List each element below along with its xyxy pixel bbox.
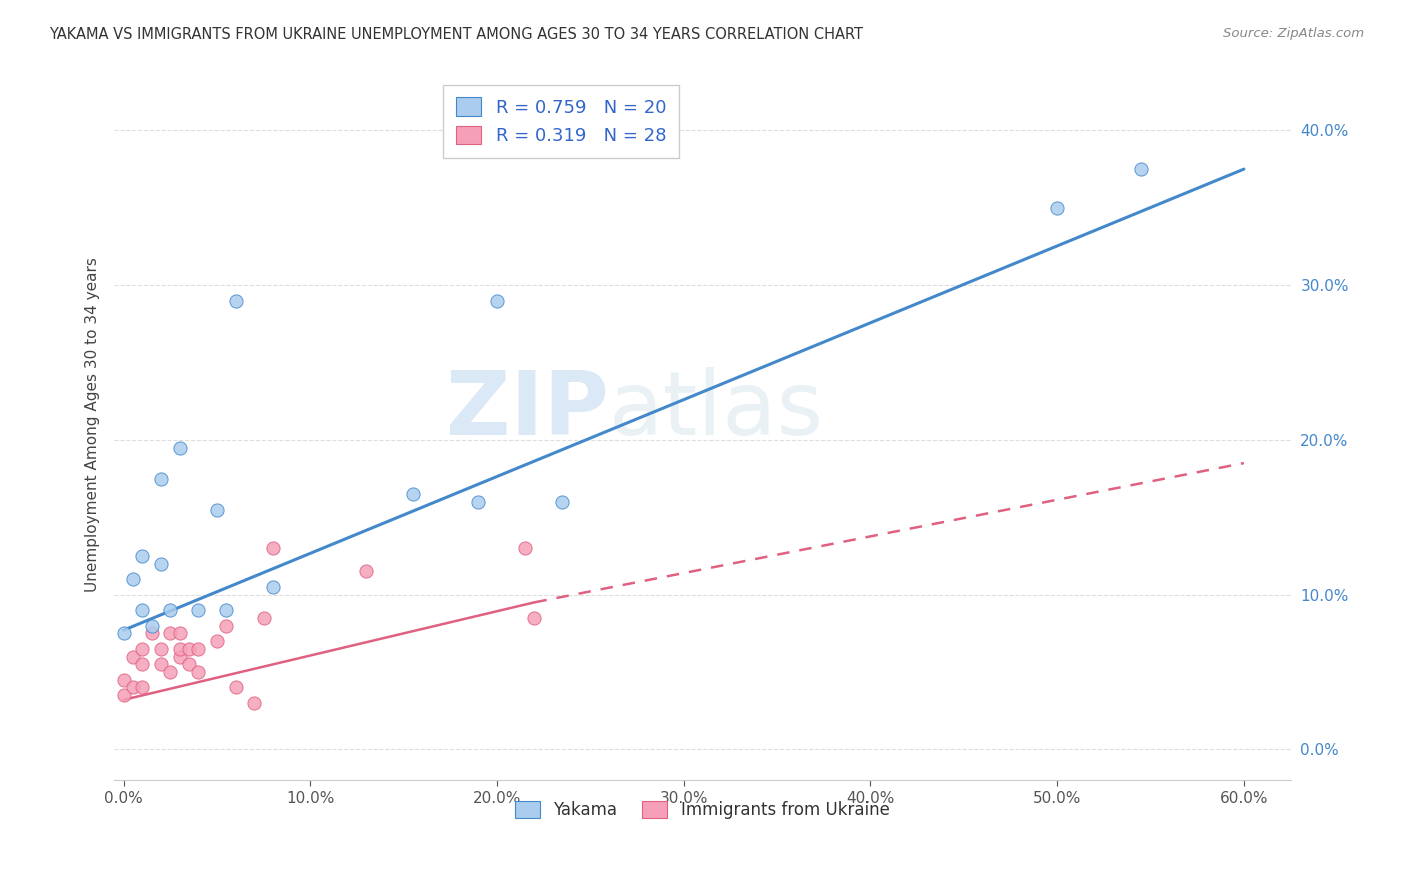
Point: [141, 618, 163, 632]
Point: [159, 665, 181, 679]
Point: [169, 441, 191, 455]
Point: [225, 681, 247, 695]
Point: [131, 681, 153, 695]
Point: [177, 641, 200, 656]
Point: [205, 502, 228, 516]
Point: [149, 657, 172, 672]
Point: [215, 603, 238, 617]
Point: [177, 657, 200, 672]
Y-axis label: Unemployment Among Ages 30 to 34 years: Unemployment Among Ages 30 to 34 years: [86, 257, 100, 592]
Point: [112, 673, 135, 687]
Point: [262, 580, 284, 594]
Text: Source: ZipAtlas.com: Source: ZipAtlas.com: [1223, 27, 1364, 40]
Point: [243, 696, 266, 710]
Point: [1046, 201, 1069, 215]
Point: [205, 634, 228, 648]
Point: [215, 618, 238, 632]
Point: [187, 603, 209, 617]
Point: [551, 495, 574, 509]
Point: [149, 641, 172, 656]
Point: [149, 472, 172, 486]
Point: [356, 565, 378, 579]
Point: [131, 641, 153, 656]
Point: [149, 557, 172, 571]
Point: [159, 603, 181, 617]
Point: [131, 657, 153, 672]
Point: [402, 487, 425, 501]
Point: [112, 688, 135, 702]
Point: [141, 626, 163, 640]
Point: [485, 293, 508, 308]
Point: [121, 649, 143, 664]
Text: ZIP: ZIP: [446, 367, 609, 454]
Point: [523, 611, 546, 625]
Point: [467, 495, 489, 509]
Point: [187, 641, 209, 656]
Legend: Yakama, Immigrants from Ukraine: Yakama, Immigrants from Ukraine: [509, 794, 897, 825]
Point: [121, 572, 143, 586]
Point: [159, 626, 181, 640]
Point: [225, 293, 247, 308]
Point: [112, 626, 135, 640]
Point: [121, 681, 143, 695]
Point: [513, 541, 536, 556]
Point: [131, 549, 153, 563]
Point: [1130, 162, 1153, 177]
Point: [169, 641, 191, 656]
Point: [131, 603, 153, 617]
Text: YAKAMA VS IMMIGRANTS FROM UKRAINE UNEMPLOYMENT AMONG AGES 30 TO 34 YEARS CORRELA: YAKAMA VS IMMIGRANTS FROM UKRAINE UNEMPL…: [49, 27, 863, 42]
Point: [169, 626, 191, 640]
Point: [169, 649, 191, 664]
Point: [187, 665, 209, 679]
Point: [262, 541, 284, 556]
Text: atlas: atlas: [609, 367, 824, 454]
Point: [252, 611, 274, 625]
